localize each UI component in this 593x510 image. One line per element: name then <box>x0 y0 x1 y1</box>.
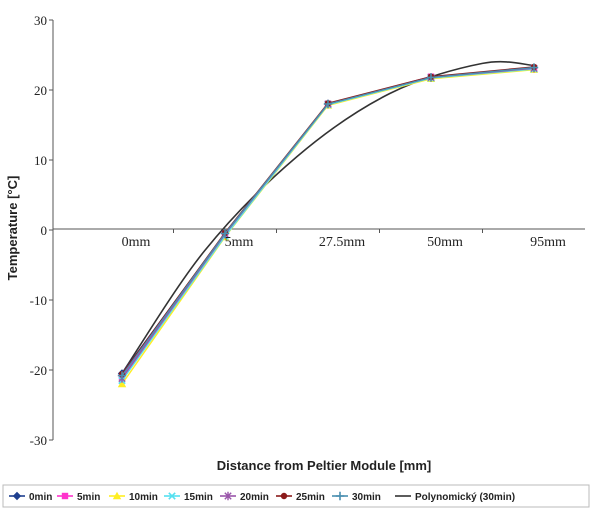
data-point <box>426 73 436 82</box>
y-tick-label: 10 <box>34 153 47 168</box>
series-5min <box>118 65 538 381</box>
x-tick-label: 5mm <box>225 235 254 250</box>
legend-item-25min: 25min <box>276 492 325 503</box>
legend-marker <box>335 491 345 501</box>
series-line <box>121 69 535 385</box>
x-axis-title: Distance from Peltier Module [mm] <box>217 458 432 473</box>
y-tick-label: 30 <box>34 13 47 28</box>
series-group <box>117 63 539 388</box>
trendline-path <box>121 60 535 374</box>
legend-item-10min: 10min <box>109 491 158 503</box>
y-tick-label: 20 <box>34 83 47 98</box>
series-line <box>121 66 535 377</box>
series-line <box>121 66 535 375</box>
legend-marker <box>280 492 288 500</box>
series-line <box>121 67 535 379</box>
legend-marker <box>224 491 232 501</box>
series-line <box>121 67 535 378</box>
y-tick-label: -20 <box>30 363 47 378</box>
legend-frame <box>2 484 590 508</box>
legend-label: 30min <box>352 492 381 503</box>
data-point <box>117 379 127 388</box>
x-tick-labels: 0mm 5mm 27.5mm 50mm 95mm <box>122 235 566 250</box>
legend-label: 5min <box>77 492 100 503</box>
data-point <box>220 229 230 238</box>
y-tick-label: 0 <box>41 223 48 238</box>
legend-item-20min: 20min <box>220 491 269 503</box>
y-axis: 30 20 10 0 -10 -20 -30 <box>30 13 54 448</box>
legend-item-5min: 5min <box>57 492 100 503</box>
data-point <box>529 63 539 72</box>
legend-marker <box>112 491 122 500</box>
legend-label: Polynomický (30min) <box>415 492 515 503</box>
series-10min <box>117 65 539 388</box>
series-line <box>121 68 535 381</box>
legend-marker <box>12 491 22 501</box>
series-line <box>121 66 535 374</box>
legend-item-trendline: Polynomický (30min) <box>395 492 515 503</box>
legend-label: 15min <box>184 492 213 503</box>
legend-item-30min: 30min <box>332 491 381 503</box>
legend: 0min 5min 10min 15min 20min 25min 30min Polynom… <box>9 491 515 503</box>
x-tick-label: 27.5mm <box>319 235 365 250</box>
series-30min <box>117 63 539 380</box>
data-point <box>323 99 333 109</box>
y-tick-label: -30 <box>30 433 47 448</box>
legend-label: 25min <box>296 492 325 503</box>
legend-item-0min: 0min <box>9 491 52 503</box>
x-tick-label: 0mm <box>122 235 151 250</box>
x-tick-label: 95mm <box>530 235 566 250</box>
series-25min <box>118 63 538 378</box>
legend-marker <box>168 492 176 500</box>
legend-label: 20min <box>240 492 269 503</box>
series-20min <box>118 64 538 383</box>
legend-marker <box>61 492 69 500</box>
legend-label: 0min <box>29 492 52 503</box>
x-tick-label: 50mm <box>427 235 463 250</box>
x-axis <box>53 228 585 233</box>
series-15min <box>118 65 538 385</box>
data-point <box>117 371 127 380</box>
legend-item-15min: 15min <box>164 492 213 503</box>
y-axis-title: Temperature [°C] <box>5 176 20 281</box>
polynomial-trendline <box>121 60 535 374</box>
series-0min <box>117 63 539 378</box>
y-tick-label: -10 <box>30 293 47 308</box>
legend-label: 10min <box>129 492 158 503</box>
